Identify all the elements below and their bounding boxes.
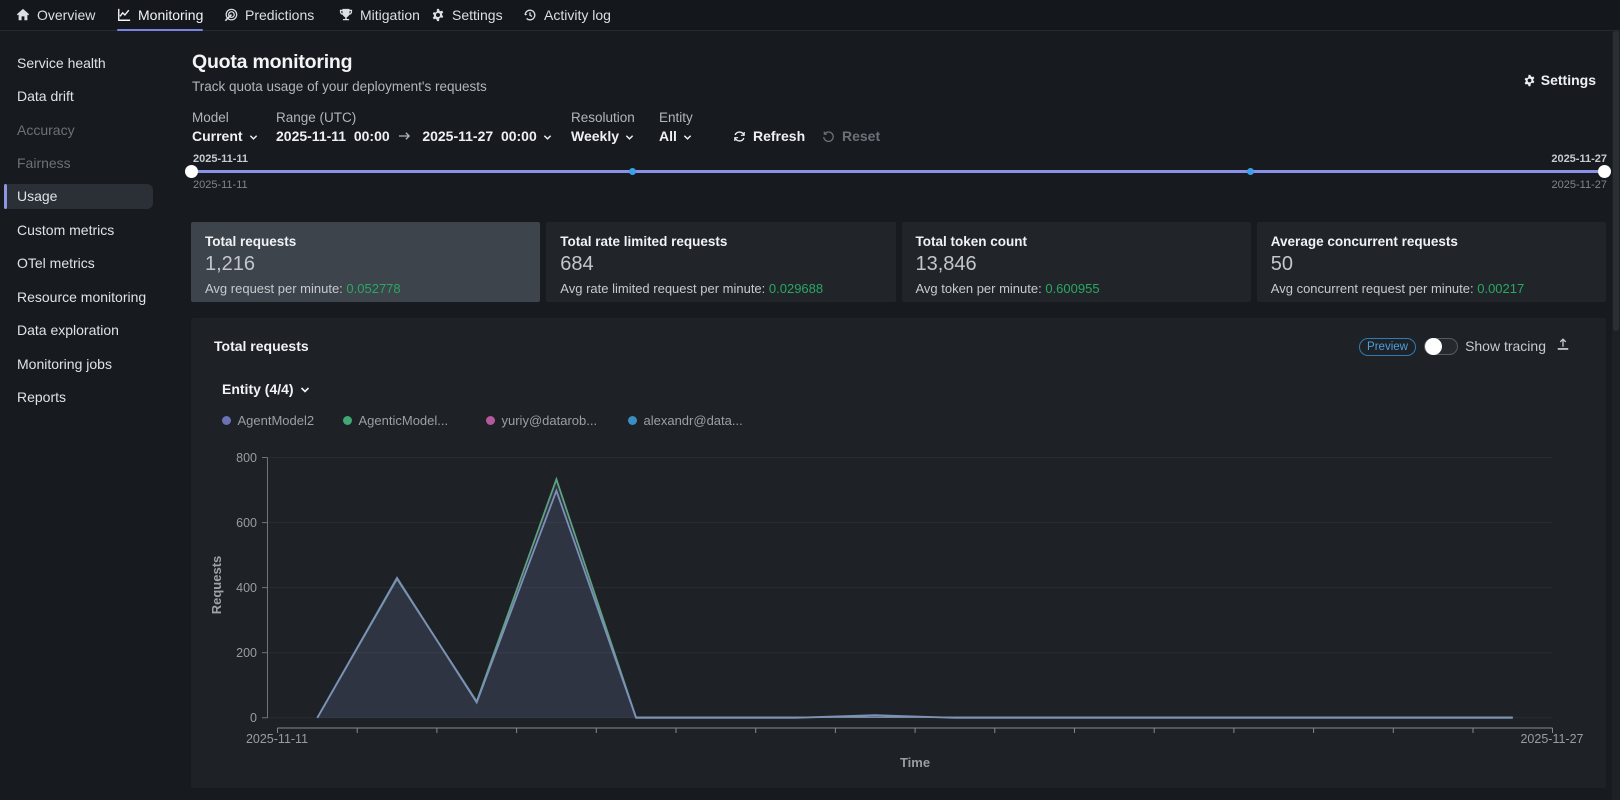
- svg-text:0: 0: [250, 711, 257, 725]
- svg-text:800: 800: [236, 451, 257, 465]
- svg-text:600: 600: [236, 516, 257, 530]
- svg-text:200: 200: [236, 646, 257, 660]
- svg-text:2025-11-27: 2025-11-27: [1520, 732, 1583, 746]
- svg-text:Requests: Requests: [209, 556, 224, 615]
- svg-text:400: 400: [236, 581, 257, 595]
- svg-text:2025-11-11: 2025-11-11: [246, 732, 308, 746]
- svg-text:Time: Time: [900, 755, 930, 770]
